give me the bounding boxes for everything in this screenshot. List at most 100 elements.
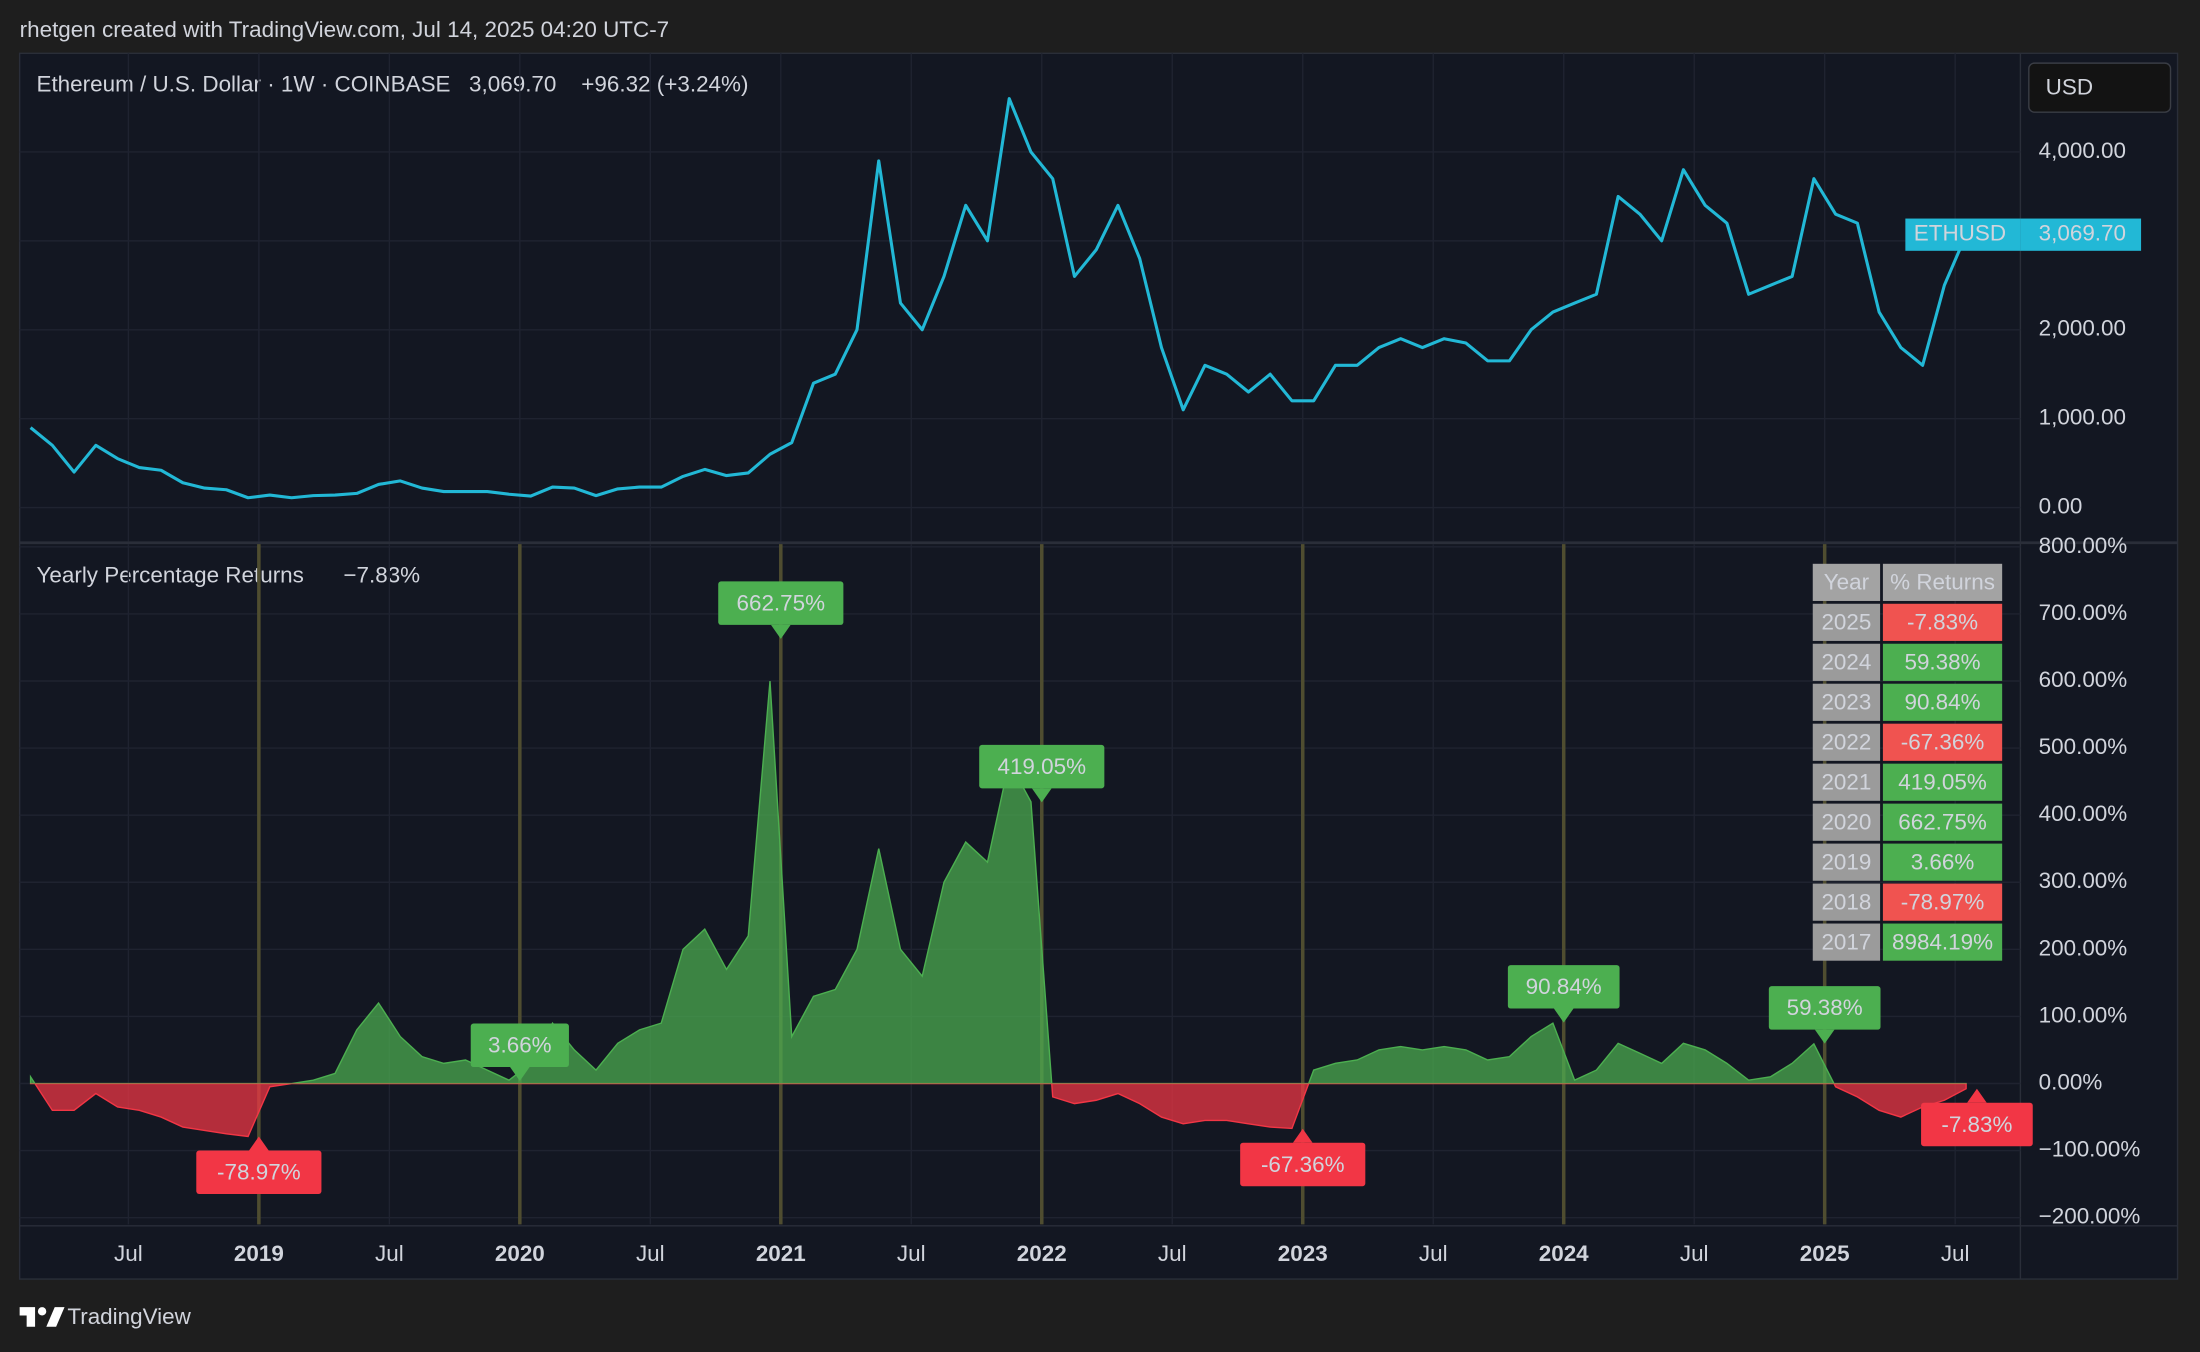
callout-box bbox=[1240, 1142, 1366, 1187]
table-year-cell bbox=[1812, 923, 1881, 961]
symbol-tag bbox=[1905, 218, 2021, 251]
x-tick-label: 2021 bbox=[756, 1241, 806, 1266]
table-return-cell bbox=[1882, 763, 2003, 801]
y-tick-label: 300.00% bbox=[2039, 868, 2128, 893]
y-tick-label: 600.00% bbox=[2039, 667, 2128, 692]
table-year: 2023 bbox=[1821, 690, 1871, 715]
price-line bbox=[29, 97, 1968, 500]
table-return: 8984.19% bbox=[1892, 929, 1993, 954]
price-change: +96.32 (+3.24%) bbox=[581, 71, 748, 96]
callout-pointer bbox=[1031, 788, 1052, 803]
credit: rhetgen created with TradingView.com, Ju… bbox=[20, 17, 670, 42]
symbol-tag-label: ETHUSD bbox=[1914, 221, 2006, 246]
callout-label: 419.05% bbox=[997, 754, 1086, 779]
y-tick-label: −100.00% bbox=[2039, 1137, 2141, 1162]
table-header-cell bbox=[1812, 563, 1881, 601]
x-tick-label: 2020 bbox=[495, 1241, 545, 1266]
brand: TradingView bbox=[67, 1304, 191, 1329]
table-year-cell bbox=[1812, 723, 1881, 761]
table-year-cell bbox=[1812, 643, 1881, 681]
table-year-cell bbox=[1812, 803, 1881, 841]
x-tick-label: Jul bbox=[636, 1241, 665, 1266]
table-year-cell bbox=[1812, 603, 1881, 641]
callout-box bbox=[1507, 965, 1620, 1009]
x-tick-label: 2023 bbox=[1278, 1241, 1328, 1266]
callout-box bbox=[196, 1150, 322, 1194]
table-return-cell bbox=[1882, 723, 2003, 761]
table-return: 59.38% bbox=[1904, 650, 1980, 675]
table-return: -78.97% bbox=[1901, 889, 1985, 914]
x-tick-label: Jul bbox=[1419, 1241, 1448, 1266]
currency-button[interactable] bbox=[2028, 62, 2172, 113]
callout-label: 3.66% bbox=[488, 1033, 552, 1058]
table-header: % Returns bbox=[1890, 570, 1995, 595]
callout-pointer bbox=[1553, 1008, 1574, 1023]
table-header-cell bbox=[1882, 563, 2003, 601]
table-year-cell bbox=[1812, 883, 1881, 921]
table-year: 2018 bbox=[1821, 889, 1871, 914]
table-return: 419.05% bbox=[1898, 770, 1987, 795]
table-return: 3.66% bbox=[1911, 850, 1975, 875]
table-year: 2020 bbox=[1821, 810, 1871, 835]
callout-label: -7.83% bbox=[1941, 1112, 2012, 1137]
callout-label: -78.97% bbox=[217, 1160, 301, 1185]
y-tick-label: 700.00% bbox=[2039, 600, 2128, 625]
table-return-cell bbox=[1882, 923, 2003, 961]
returns-table: Year % Returns 2025 -7.83% 2024 59.38% 2023 90.… bbox=[1812, 563, 2003, 961]
table-year: 2025 bbox=[1821, 610, 1871, 635]
callout-box bbox=[470, 1023, 569, 1068]
callout-label: 662.75% bbox=[737, 590, 826, 615]
y-tick-label: 0.00 bbox=[2039, 494, 2083, 519]
price-tag-label: 3,069.70 bbox=[2039, 221, 2126, 246]
table-return-cell bbox=[1882, 603, 2003, 641]
y-tick-label: 1,000.00 bbox=[2039, 405, 2126, 430]
callout-label: 90.84% bbox=[1526, 974, 1602, 999]
table-return: -7.83% bbox=[1907, 610, 1978, 635]
price-title: Ethereum / U.S. Dollar · 1W · COINBASE bbox=[36, 71, 450, 96]
y-tick-label: 800.00% bbox=[2039, 533, 2128, 558]
x-tick-label: 2024 bbox=[1539, 1241, 1589, 1266]
x-tick-label: 2022 bbox=[1017, 1241, 1067, 1266]
table-year: 2022 bbox=[1821, 730, 1871, 755]
y-tick-label: 2,000.00 bbox=[2039, 316, 2126, 341]
x-tick-label: Jul bbox=[1158, 1241, 1187, 1266]
logo-part bbox=[19, 1307, 36, 1327]
table-header: Year bbox=[1824, 570, 1870, 595]
table-return-cell bbox=[1882, 683, 2003, 721]
table-year: 2021 bbox=[1821, 770, 1871, 795]
y-tick-label: −200.00% bbox=[2039, 1204, 2141, 1229]
callout-box bbox=[718, 581, 844, 625]
x-tick-label: Jul bbox=[897, 1241, 926, 1266]
table-return: -67.36% bbox=[1901, 730, 1985, 755]
callout-box bbox=[979, 744, 1105, 789]
table-year: 2019 bbox=[1821, 850, 1871, 875]
y-tick-label: 100.00% bbox=[2039, 1002, 2128, 1027]
y-tick-label: 200.00% bbox=[2039, 935, 2128, 960]
x-tick-label: Jul bbox=[1941, 1241, 1970, 1266]
table-return-cell bbox=[1882, 883, 2003, 921]
table-year-cell bbox=[1812, 683, 1881, 721]
table-return: 662.75% bbox=[1898, 810, 1987, 835]
table-return: 90.84% bbox=[1904, 690, 1980, 715]
callout-pointer bbox=[770, 624, 791, 639]
logo-part bbox=[37, 1307, 47, 1316]
table-return-cell bbox=[1882, 843, 2003, 881]
callout-box bbox=[1768, 986, 1881, 1030]
tradingview-logo bbox=[19, 1307, 65, 1327]
table-year-cell bbox=[1812, 843, 1881, 881]
table-return-cell bbox=[1882, 803, 2003, 841]
callout-pointer bbox=[249, 1136, 269, 1151]
y-tick-label: 0.00% bbox=[2039, 1069, 2103, 1094]
x-tick-label: Jul bbox=[1680, 1241, 1709, 1266]
table-year-cell bbox=[1812, 763, 1881, 801]
callout-pointer bbox=[510, 1067, 530, 1082]
callout-pointer bbox=[1814, 1029, 1835, 1044]
y-tick-label: 500.00% bbox=[2039, 734, 2128, 759]
x-tick-label: 2019 bbox=[234, 1241, 284, 1266]
callout-pointer bbox=[1292, 1128, 1313, 1143]
callout-pointer bbox=[1967, 1088, 1987, 1103]
y-tick-label: 4,000.00 bbox=[2039, 138, 2126, 163]
returns-area-negative bbox=[29, 1083, 1967, 1138]
returns-title: Yearly Percentage Returns bbox=[36, 562, 303, 587]
